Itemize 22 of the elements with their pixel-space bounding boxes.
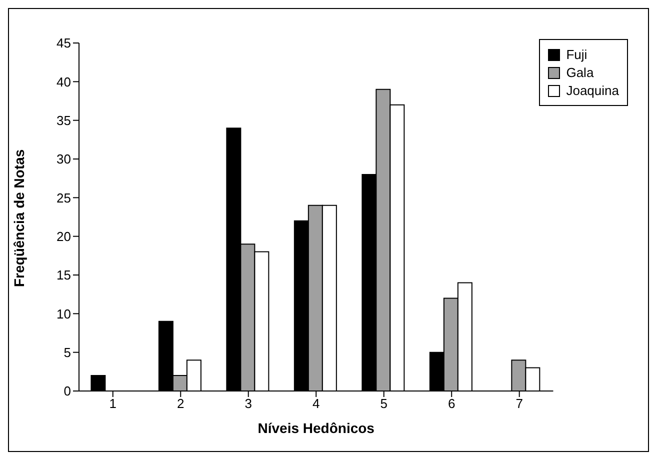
x-tick-label: 7 [516, 396, 523, 412]
y-axis-title: Freqüência de Notas [10, 149, 27, 287]
x-tick-label: 3 [244, 396, 252, 412]
legend-label: Fuji [566, 47, 588, 62]
x-tick-label: 6 [448, 396, 456, 412]
x-tick-label: 4 [312, 396, 320, 412]
y-tick-label: 30 [56, 152, 71, 167]
legend-label: Gala [566, 65, 594, 80]
legend-label: Joaquina [566, 83, 619, 98]
x-tick-label: 5 [380, 396, 388, 412]
x-axis-title: Níveis Hedônicos [258, 420, 375, 436]
y-tick-label: 15 [56, 268, 71, 283]
y-tick-label: 40 [56, 74, 71, 90]
x-tick-label: 2 [177, 396, 184, 412]
y-tick-label: 20 [56, 228, 71, 244]
y-tick-label: 35 [56, 112, 71, 128]
y-tick-label: 5 [64, 344, 71, 360]
y-tick-label: 45 [56, 36, 71, 51]
x-tick-label: 1 [109, 396, 116, 412]
y-tick-label: 10 [56, 306, 71, 322]
y-tick-label: 0 [64, 384, 71, 399]
y-tick-label: 25 [56, 190, 71, 206]
